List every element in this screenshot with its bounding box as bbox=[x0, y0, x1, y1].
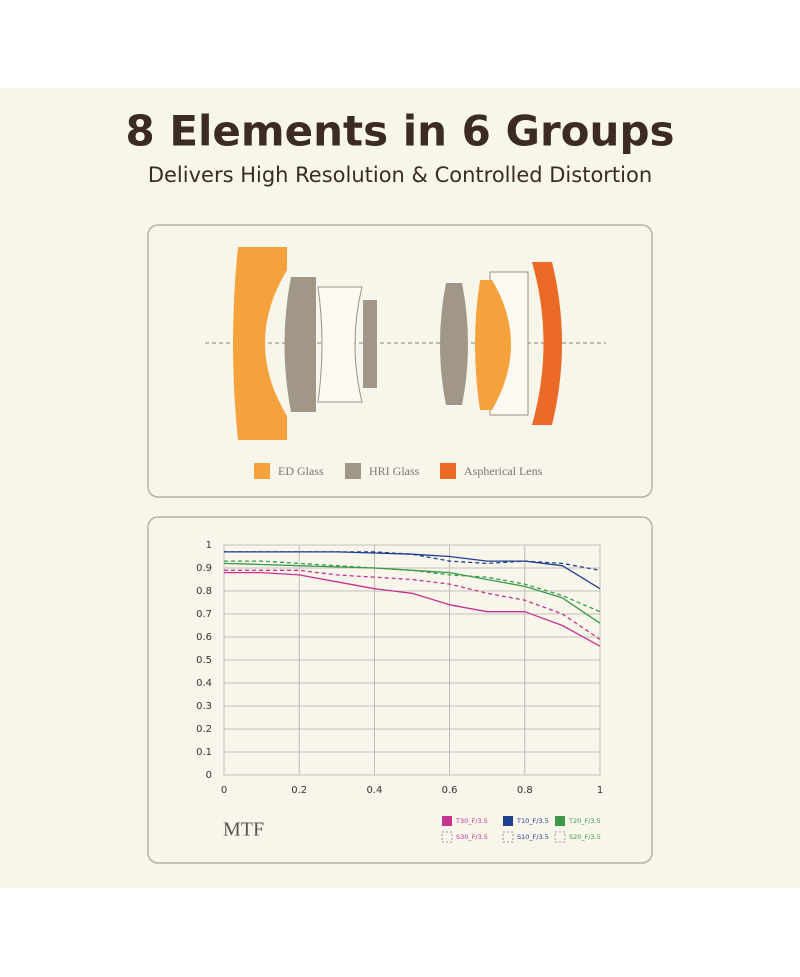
legend-label: T10_F/3.5 bbox=[516, 817, 549, 825]
x-tick-label: 1 bbox=[597, 785, 603, 796]
chart-panel bbox=[147, 516, 653, 864]
y-tick-label: 0.9 bbox=[196, 563, 212, 574]
lens-hri bbox=[363, 300, 377, 388]
mtf-line bbox=[224, 571, 601, 647]
lens-glass bbox=[317, 286, 363, 403]
legend-label: T30_F/3.5 bbox=[455, 817, 488, 825]
y-tick-label: 0.5 bbox=[196, 655, 212, 666]
legend-label: Aspherical Lens bbox=[464, 464, 543, 478]
lens-aspherical bbox=[532, 262, 562, 425]
legend-swatch bbox=[502, 831, 514, 843]
chart-title: MTF bbox=[223, 819, 264, 841]
lens-panel bbox=[147, 224, 653, 498]
y-tick-label: 0.2 bbox=[196, 724, 212, 735]
x-tick-label: 0 bbox=[221, 785, 227, 796]
legend-label: S30_F/3.5 bbox=[456, 833, 488, 841]
legend-label: T20_F/3.5 bbox=[568, 817, 601, 825]
legend-label: S10_F/3.5 bbox=[517, 833, 549, 841]
mtf-line bbox=[224, 569, 601, 640]
lens-ed bbox=[475, 280, 511, 410]
y-tick-label: 0.7 bbox=[196, 609, 212, 620]
subtitle: Delivers High Resolution & Controlled Di… bbox=[148, 163, 652, 187]
x-tick-label: 0.8 bbox=[517, 785, 533, 796]
y-tick-label: 0.4 bbox=[196, 678, 212, 689]
mtf-line bbox=[224, 560, 601, 613]
x-tick-label: 0.4 bbox=[366, 785, 382, 796]
legend-swatch bbox=[554, 831, 566, 843]
y-tick-label: 0.1 bbox=[196, 747, 212, 758]
legend-label: HRI Glass bbox=[369, 464, 420, 478]
legend-swatch bbox=[442, 816, 452, 826]
legend-swatch bbox=[345, 463, 361, 479]
y-tick-label: 0.3 bbox=[196, 701, 212, 712]
background bbox=[0, 88, 800, 888]
legend-label: S20_F/3.5 bbox=[569, 833, 601, 841]
lens-diagram bbox=[233, 247, 562, 440]
legend-label: ED Glass bbox=[278, 464, 324, 478]
legend-swatch bbox=[503, 816, 513, 826]
x-tick-label: 0.6 bbox=[442, 785, 458, 796]
legend-swatch bbox=[254, 463, 270, 479]
x-tick-label: 0.2 bbox=[291, 785, 307, 796]
mtf-line bbox=[224, 551, 601, 590]
lens-hri bbox=[440, 283, 468, 405]
y-tick-label: 0 bbox=[206, 770, 212, 781]
lens-ed bbox=[233, 247, 287, 440]
legend-swatch bbox=[440, 463, 456, 479]
lens-hri bbox=[284, 277, 316, 412]
y-tick-label: 0.8 bbox=[196, 586, 212, 597]
legend-swatch bbox=[555, 816, 565, 826]
mtf-line bbox=[223, 562, 601, 624]
y-tick-label: 1 bbox=[206, 540, 212, 551]
y-tick-label: 0.6 bbox=[196, 632, 212, 643]
title: 8 Elements in 6 Groups bbox=[125, 107, 674, 156]
legend-swatch bbox=[441, 831, 453, 843]
